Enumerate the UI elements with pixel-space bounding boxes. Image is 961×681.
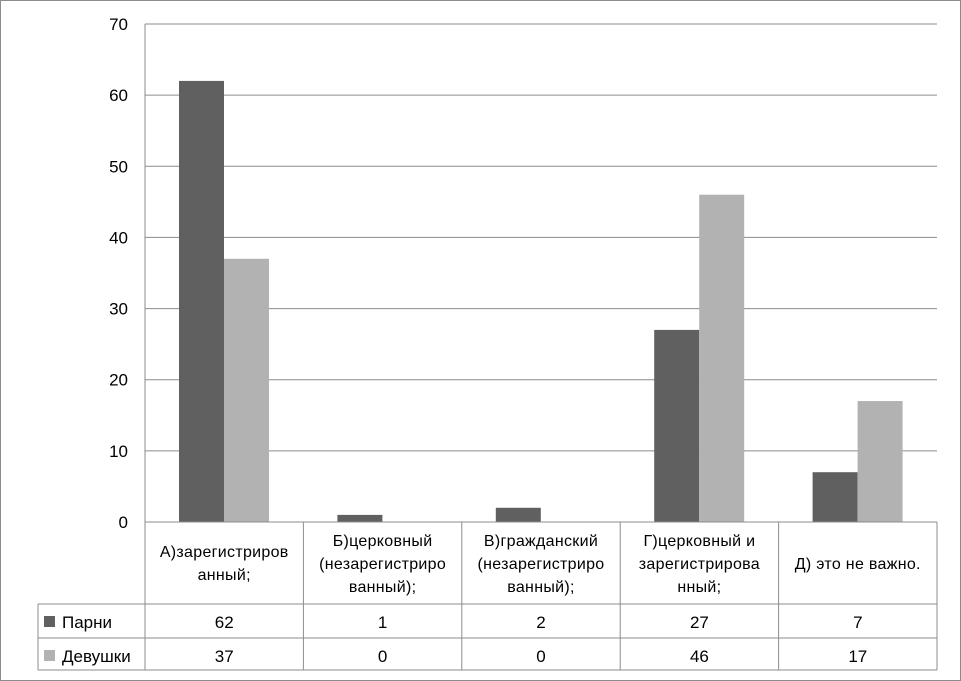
bar-series2 — [699, 194, 745, 522]
category-label: А)зарегистриров — [160, 544, 289, 561]
bar-series1 — [179, 80, 224, 523]
data-table-value: 2 — [536, 613, 545, 632]
bar-series1 — [654, 329, 700, 522]
bar-series2 — [857, 401, 903, 522]
bar-series1 — [495, 507, 541, 522]
data-table-value: 0 — [378, 647, 387, 666]
data-table-value: 0 — [536, 647, 545, 666]
y-tick-label: 50 — [109, 157, 128, 176]
y-tick-label: 20 — [109, 371, 128, 390]
y-tick-label: 30 — [109, 300, 128, 319]
legend-label: Парни — [62, 613, 112, 632]
legend-swatch — [44, 650, 55, 661]
category-label: ванный); — [507, 579, 575, 596]
data-table-value: 7 — [853, 613, 862, 632]
data-table-value: 46 — [690, 647, 709, 666]
category-label: Г)церковный и — [643, 533, 755, 550]
bar-series2 — [224, 258, 269, 522]
legend-swatch — [44, 616, 55, 627]
y-tick-label: 60 — [109, 86, 128, 105]
category-label: (незарегистриро — [319, 556, 446, 573]
y-tick-label: 0 — [119, 513, 128, 532]
legend-label: Девушки — [62, 647, 131, 666]
category-label: Д) это не важно. — [795, 556, 921, 573]
category-label: Б)церковный — [333, 533, 433, 550]
bar-series1 — [812, 472, 858, 522]
category-label: (незарегистриро — [478, 556, 605, 573]
data-table-value: 37 — [215, 647, 234, 666]
category-label: ванный); — [349, 579, 417, 596]
data-table-value: 1 — [378, 613, 387, 632]
category-label: В)гражданский — [484, 533, 598, 550]
y-tick-label: 40 — [109, 228, 128, 247]
data-table-value: 27 — [690, 613, 709, 632]
data-table-value: 17 — [848, 647, 867, 666]
y-tick-label: 10 — [109, 442, 128, 461]
category-label: нный; — [677, 579, 721, 596]
y-tick-label: 70 — [109, 15, 128, 34]
bar-series1 — [337, 514, 383, 522]
data-table-value: 62 — [215, 613, 234, 632]
category-label: зарегистрирова — [639, 556, 760, 573]
category-label: анный; — [198, 567, 251, 584]
